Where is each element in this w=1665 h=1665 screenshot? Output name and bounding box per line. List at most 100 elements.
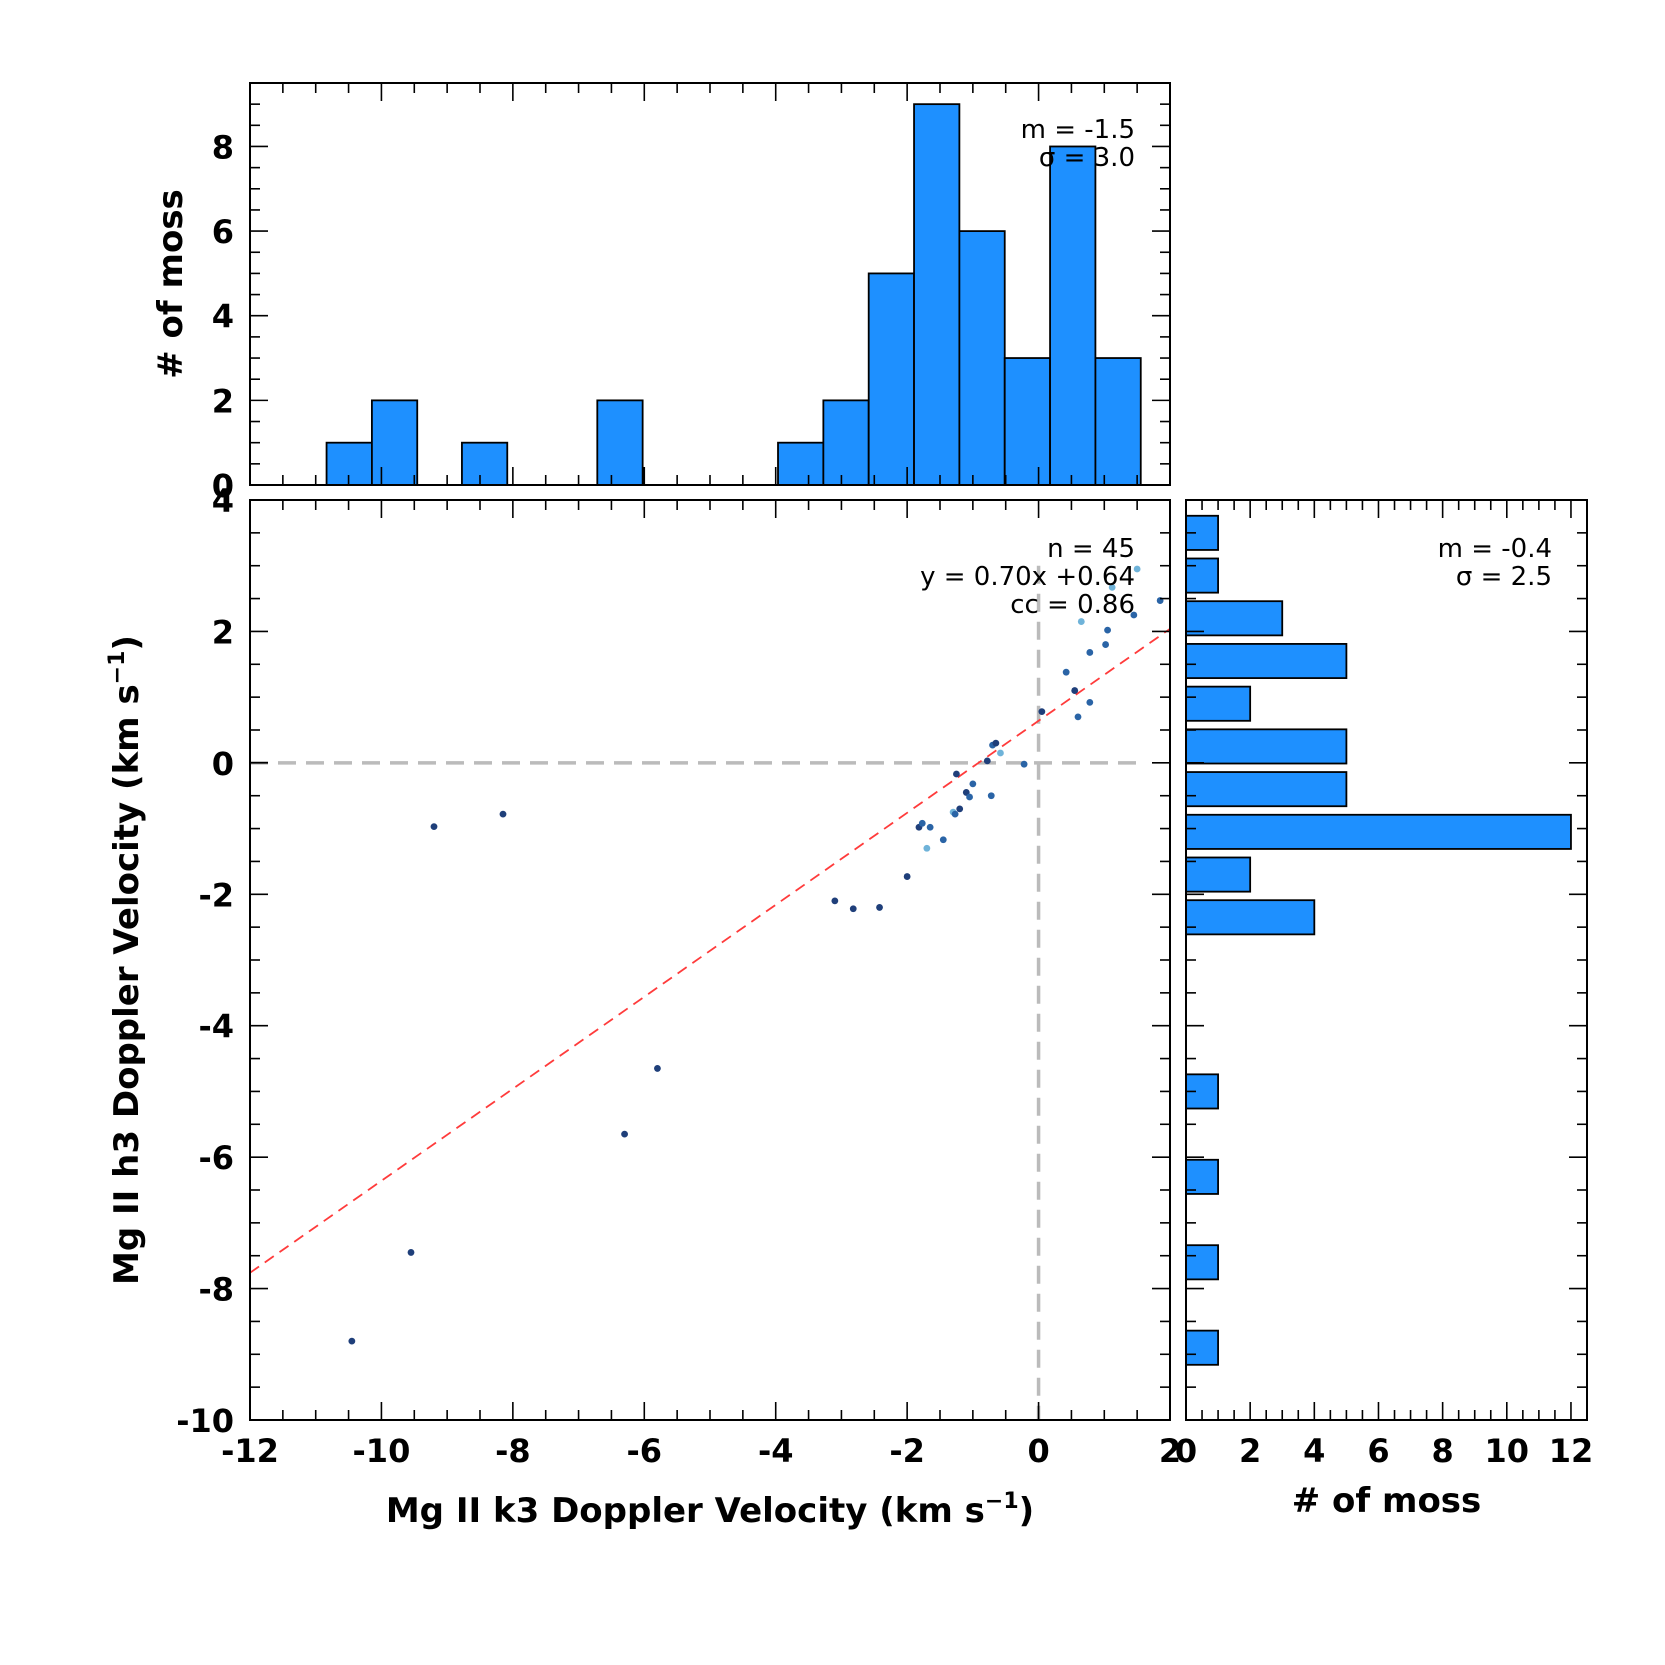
right-histogram-annotation: σ = 2.5 (1456, 562, 1552, 592)
top-histogram-panel: 0 2 4 6 8 # of moss m = -1.5σ = 3.0 (151, 82, 1171, 505)
scatter-point (430, 823, 438, 830)
scatter-point (499, 810, 507, 818)
y-tick-label: 4 (212, 482, 234, 520)
x-tick-label: -8 (495, 1432, 531, 1470)
scatter-point (1071, 687, 1079, 694)
scatter-point (1038, 708, 1046, 715)
right-x-axis-title: # of moss (1292, 1481, 1482, 1521)
x-tick-label: -12 (221, 1432, 279, 1470)
right-histogram-bar (1185, 643, 1348, 679)
scatter-point (969, 780, 977, 788)
top-y-axis-title: # of moss (151, 189, 191, 379)
y-tick-label: -4 (198, 1008, 234, 1046)
scatter-point (1130, 611, 1138, 619)
x-tick-label: 0 (1027, 1432, 1049, 1470)
x-axis-title: Mg II k3 Doppler Velocity (km s−1) (386, 1489, 1034, 1531)
right-histogram-bar (1185, 856, 1252, 893)
right-x-tick-label: 0 (1175, 1432, 1197, 1470)
scatter-point (1108, 584, 1116, 591)
top-histogram-bar (958, 230, 1006, 486)
scatter-point (1074, 713, 1082, 721)
top-y-tick-label: 0 (212, 467, 234, 505)
y-axis-title: Mg II h3 Doppler Velocity (km s−1) (105, 635, 147, 1285)
scatter-point (983, 757, 991, 765)
scatter-point (926, 823, 934, 831)
scatter-point (1133, 565, 1141, 573)
right-histogram-bar (1185, 813, 1572, 850)
x-tick-label: -2 (889, 1432, 925, 1470)
top-histogram-bar (1049, 145, 1097, 486)
y-tick-label: 0 (212, 745, 234, 783)
scatter-point (348, 1337, 356, 1345)
scatter-point (918, 819, 926, 827)
scatter-point (1020, 760, 1028, 768)
scatter-point (621, 1130, 628, 1138)
top-histogram-bar (867, 272, 915, 486)
y-axis-title-close: ) (107, 635, 147, 651)
scatter-point (876, 904, 883, 911)
right-histogram-bar (1185, 1329, 1219, 1366)
top-histogram-bar (822, 399, 870, 486)
top-histogram-frame (249, 82, 1171, 486)
right-histogram-bar (1185, 728, 1348, 765)
y-tick-label: -10 (176, 1402, 234, 1440)
right-x-tick-label: 8 (1432, 1432, 1454, 1470)
scatter-point (956, 805, 964, 813)
right-histogram-frame (1185, 499, 1588, 1421)
top-histogram-bar (777, 441, 825, 486)
scatter-point (953, 770, 960, 778)
x-tick-label: -4 (758, 1432, 794, 1470)
right-histogram-bar (1185, 771, 1348, 808)
x-tick-label: -10 (353, 1432, 411, 1470)
right-x-tick-label: 10 (1485, 1432, 1530, 1470)
right-histogram-bar (1185, 1244, 1219, 1281)
scatter-point (923, 844, 931, 852)
top-histogram-bar (596, 399, 644, 486)
top-histogram-bar (1094, 357, 1142, 486)
top-y-title-group: # of moss (151, 189, 191, 379)
right-histogram-bar (1185, 600, 1284, 637)
scatter-point (992, 739, 1000, 747)
y-tick-label: -8 (198, 1271, 234, 1309)
top-histogram-bar (913, 103, 961, 486)
right-x-tick-label: 2 (1239, 1432, 1261, 1470)
scatter-point (1104, 626, 1111, 634)
scatter-point (966, 793, 973, 801)
top-histogram-annotation: m = -1.5 (1021, 115, 1135, 145)
scatter-point (951, 810, 959, 818)
scatter-point (997, 749, 1004, 757)
x-axis-title-close: ) (1019, 1491, 1035, 1531)
scatter-point (987, 792, 995, 800)
scatter-point (1086, 699, 1094, 706)
top-y-tick-label: 6 (212, 213, 234, 251)
fit-line (249, 628, 1171, 1274)
top-y-tick-label: 4 (212, 298, 234, 336)
scatter-point (654, 1065, 661, 1072)
scatter-point (831, 897, 839, 905)
top-y-tick-label: 8 (212, 128, 234, 166)
y-axis-title-text: Mg II h3 Doppler Velocity (km s (107, 684, 147, 1285)
scatter-annotation: cc = 0.86 (1010, 590, 1135, 620)
scatter-point (939, 836, 947, 844)
y-tick-label: -2 (198, 876, 234, 914)
scatter-point (1102, 641, 1109, 648)
scatter-point (1077, 618, 1085, 625)
scatter-annotation: y = 0.70x +0.64 (920, 562, 1135, 592)
top-y-tick-label: 2 (212, 382, 234, 420)
right-histogram-bar (1185, 557, 1219, 594)
right-x-tick-label: 12 (1549, 1432, 1594, 1470)
right-x-tick-label: 6 (1367, 1432, 1389, 1470)
scatter-point (1086, 649, 1094, 656)
right-histogram-annotation: m = -0.4 (1438, 534, 1552, 564)
right-histogram-bar (1185, 1158, 1219, 1195)
y-tick-label: -6 (198, 1139, 234, 1177)
scatter-point (849, 905, 857, 913)
right-histogram-panel: 0 2 4 6 8 10 12 # of moss m = -0.4σ = 2.5 (1175, 499, 1594, 1521)
x-axis-title-exponent: −1 (985, 1489, 1019, 1514)
top-histogram-bar (461, 441, 509, 486)
right-histogram-bar (1185, 685, 1252, 722)
scatter-point (903, 873, 911, 880)
y-axis-title-group: Mg II h3 Doppler Velocity (km s−1) (105, 635, 147, 1285)
